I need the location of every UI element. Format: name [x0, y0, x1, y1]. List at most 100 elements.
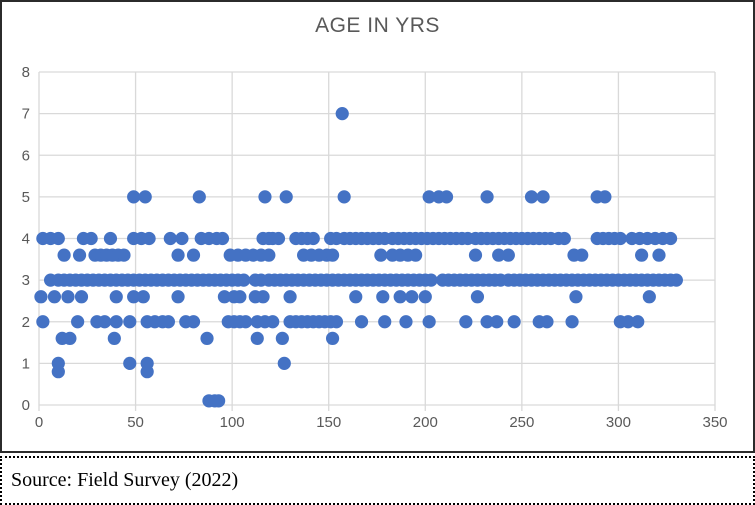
- data-point: [480, 190, 494, 204]
- data-point: [171, 248, 185, 262]
- x-axis-tick-label: 350: [702, 414, 727, 431]
- data-point: [138, 190, 152, 204]
- data-point: [71, 315, 85, 329]
- data-point: [470, 290, 485, 304]
- data-point: [378, 315, 392, 329]
- data-point: [275, 331, 289, 345]
- chart-frame: AGE IN YRS 0 1 2 3 4 5 6 7 8 0 50 100 150 200 250 300 35…: [0, 0, 755, 453]
- data-point: [161, 315, 176, 329]
- data-point: [409, 248, 423, 262]
- data-point: [271, 231, 286, 246]
- data-point: [239, 315, 253, 329]
- data-point: [262, 248, 276, 262]
- data-point: [565, 315, 579, 329]
- data-point: [631, 315, 645, 329]
- data-point: [393, 290, 407, 304]
- data-point: [422, 190, 436, 204]
- data-point: [117, 248, 131, 262]
- data-point: [613, 231, 627, 246]
- y-axis-tick-label: 3: [22, 272, 30, 289]
- data-point: [57, 248, 71, 262]
- y-axis-tick-label: 7: [22, 106, 30, 123]
- data-point: [468, 248, 483, 262]
- data-point: [405, 290, 419, 304]
- data-point: [277, 356, 291, 370]
- data-point: [439, 190, 454, 204]
- data-point: [123, 356, 137, 370]
- data-point: [72, 248, 87, 262]
- data-point: [200, 331, 214, 345]
- data-point: [63, 331, 77, 345]
- source-note-box: Source: Field Survey (2022): [0, 456, 755, 505]
- data-point: [51, 365, 65, 379]
- data-point: [335, 107, 349, 121]
- data-point: [84, 231, 98, 246]
- data-point: [424, 273, 438, 287]
- data-point: [127, 190, 141, 204]
- data-point: [123, 315, 137, 329]
- x-axis-tick-label: 0: [35, 414, 43, 431]
- source-note-text: Source: Field Survey (2022): [11, 469, 239, 491]
- y-axis-tick-label: 0: [22, 397, 30, 414]
- data-point: [256, 290, 270, 304]
- data-point: [98, 315, 112, 329]
- data-point: [279, 190, 293, 204]
- y-axis-tick-label: 6: [22, 147, 30, 164]
- data-point: [490, 315, 504, 329]
- data-point: [109, 290, 123, 304]
- data-point: [557, 231, 571, 246]
- data-point: [663, 231, 678, 246]
- data-point: [250, 331, 264, 345]
- data-point: [74, 290, 89, 304]
- data-point: [212, 394, 226, 408]
- data-point: [34, 290, 48, 304]
- data-point: [258, 190, 272, 204]
- data-point: [349, 290, 363, 304]
- data-point: [140, 365, 154, 379]
- y-axis-tick-label: 1: [22, 355, 30, 372]
- data-point: [127, 290, 141, 304]
- data-point: [47, 290, 62, 304]
- data-point: [325, 331, 340, 345]
- scatter-plot: 0 1 2 3 4 5 6 7 8 0 50 100 150 200 250 300 350: [22, 64, 728, 431]
- data-point: [492, 248, 506, 262]
- data-point: [569, 290, 583, 304]
- data-point: [217, 290, 232, 304]
- data-point: [337, 190, 351, 204]
- data-point: [329, 315, 344, 329]
- data-point: [399, 315, 413, 329]
- data-point: [107, 331, 121, 345]
- data-point: [536, 190, 550, 204]
- data-point: [354, 315, 369, 329]
- data-point: [418, 290, 432, 304]
- data-point: [501, 248, 515, 262]
- data-point: [652, 248, 666, 262]
- x-axis-tick-label: 150: [316, 414, 341, 431]
- x-axis-tick-label: 100: [220, 414, 245, 431]
- data-point: [171, 290, 185, 304]
- data-point: [459, 315, 473, 329]
- x-axis-tick-label: 50: [127, 414, 144, 431]
- chart-title: AGE IN YRS: [315, 14, 440, 37]
- data-point: [61, 290, 75, 304]
- data-point: [575, 248, 589, 262]
- data-point: [186, 248, 201, 262]
- x-axis-tick-label: 250: [509, 414, 534, 431]
- data-point: [266, 315, 280, 329]
- data-point: [237, 273, 251, 287]
- y-axis-tick-label: 4: [22, 231, 30, 248]
- x-axis-tick-label: 200: [413, 414, 438, 431]
- data-point: [598, 190, 612, 204]
- data-point: [109, 315, 123, 329]
- y-axis-tick-label: 2: [22, 314, 30, 331]
- data-point: [507, 315, 521, 329]
- data-point: [635, 248, 649, 262]
- data-point: [306, 231, 320, 246]
- data-point: [142, 231, 156, 246]
- y-axis-tick-label: 5: [22, 189, 30, 206]
- data-point: [103, 231, 118, 246]
- data-point: [422, 315, 436, 329]
- data-point: [540, 315, 554, 329]
- data-point: [163, 231, 177, 246]
